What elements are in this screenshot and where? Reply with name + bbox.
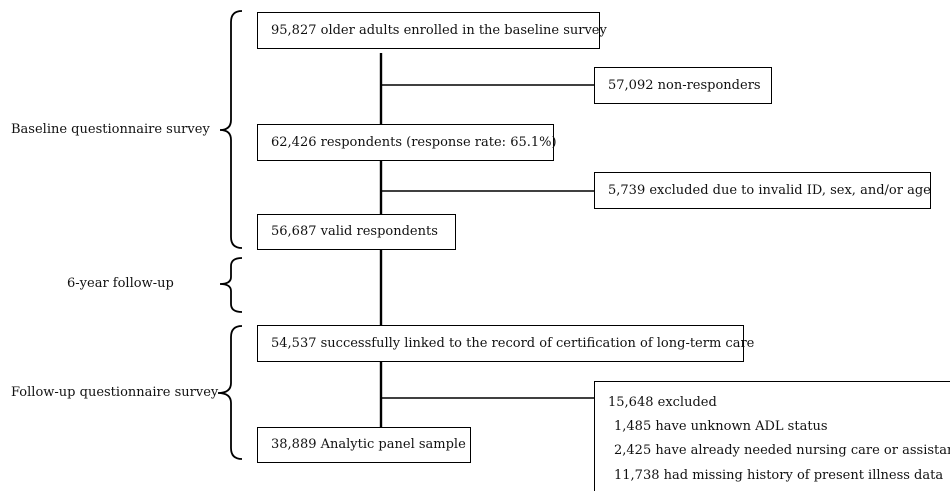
phase-label-baseline: Baseline questionnaire survey	[11, 122, 210, 137]
followup-excluded-item: 11,738 had missing history of present il…	[614, 468, 944, 483]
box-followup-excluded: 15,648 excluded 1,485 have unknown ADL s…	[594, 381, 950, 491]
brace-followup-gap	[219, 257, 243, 313]
box-invalid: 5,739 excluded due to invalid ID, sex, a…	[594, 172, 931, 209]
box-analytic: 38,889 Analytic panel sample	[257, 427, 471, 463]
box-non-responders: 57,092 non-responders	[594, 67, 772, 104]
followup-excluded-item: 1,485 have unknown ADL status	[614, 419, 828, 434]
phase-label-followup-gap: 6-year follow-up	[67, 276, 174, 291]
brace-baseline	[219, 10, 243, 249]
followup-excluded-title: 15,648 excluded	[608, 395, 717, 410]
box-respondents: 62,426 respondents (response rate: 65.1%…	[257, 124, 557, 161]
box-enrolled: 95,827 older adults enrolled in the base…	[257, 12, 607, 49]
phase-label-followup: Follow-up questionnaire survey	[11, 385, 219, 400]
brace-followup	[217, 325, 243, 460]
followup-excluded-item: 2,425 have already needed nursing care o…	[614, 443, 950, 458]
box-valid: 56,687 valid respondents	[257, 214, 456, 250]
box-linked: 54,537 successfully linked to the record…	[257, 325, 754, 362]
